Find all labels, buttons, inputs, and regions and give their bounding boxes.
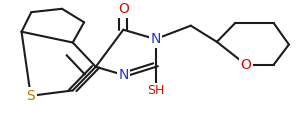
Text: O: O xyxy=(118,2,129,16)
Text: N: N xyxy=(118,68,128,82)
Text: O: O xyxy=(118,2,129,16)
Text: S: S xyxy=(26,89,35,103)
Text: N: N xyxy=(150,32,161,46)
Text: S: S xyxy=(26,89,35,103)
Text: SH: SH xyxy=(147,84,164,97)
Text: O: O xyxy=(241,58,251,72)
Text: SH: SH xyxy=(147,84,164,97)
Text: N: N xyxy=(150,32,161,46)
Text: N: N xyxy=(118,68,128,82)
Text: O: O xyxy=(241,58,251,72)
